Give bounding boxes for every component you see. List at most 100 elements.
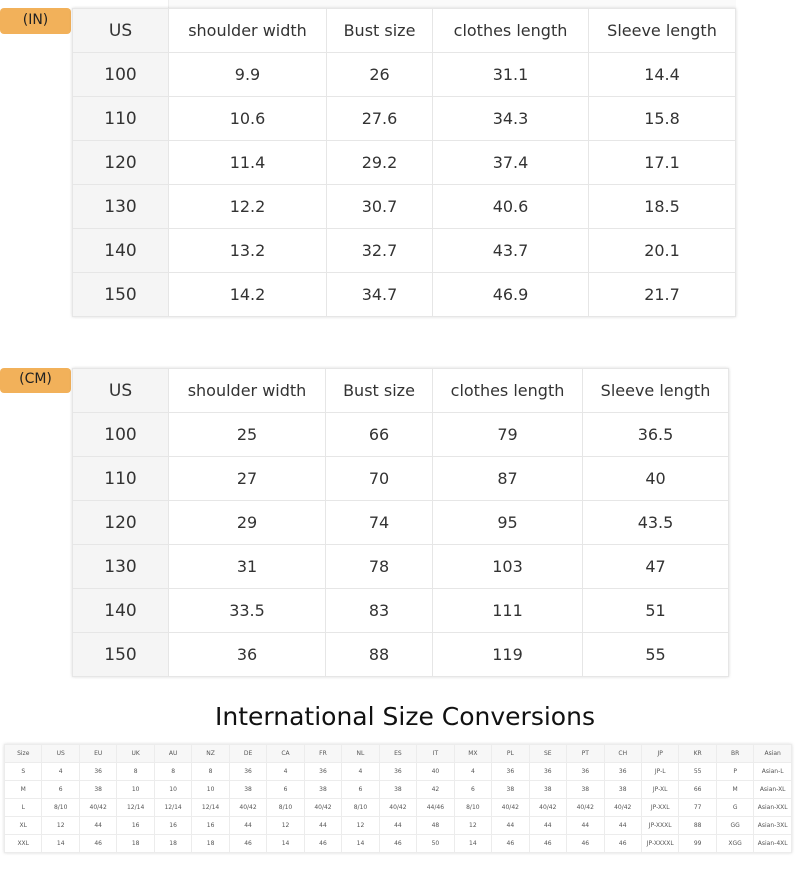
table-cell: 4 [453,762,493,781]
column-header: IT [416,744,455,763]
international-size-table: Size US EU UK AU NZ DE CA FR NL ES IT MX PL SE PT CH JP KR… [3,744,792,853]
column-header: PL [491,744,530,763]
table-cell: 36 [566,762,605,781]
table-cell: 6 [266,780,305,799]
table-cell: 8/10 [341,798,380,817]
table-cell: 40/42 [603,798,642,817]
table-row: 150 36 88 119 55 [72,632,729,677]
table-cell: Asian-XXL [753,798,792,817]
table-cell: 103 [432,544,583,589]
table-cell: 25 [168,412,326,457]
table-cell: 14.2 [168,272,327,317]
conversion-title: International Size Conversions [215,702,595,731]
table-cell: Asian-4XL [753,834,792,853]
table-cell: 77 [678,798,717,817]
table-row: 120 29 74 95 43.5 [72,500,729,545]
table-cell: 17.1 [588,140,736,185]
table-cell: 10.6 [168,96,327,141]
table-cell: 14 [266,834,305,853]
table-header-row: Size US EU UK AU NZ DE CA FR NL ES IT MX PL SE PT CH JP KR… [3,744,792,763]
table-cell: 66 [678,780,717,799]
table-cell: 110 [72,96,169,141]
table-cell: 6 [453,780,493,799]
table-cell: JP-XXXL [640,816,680,835]
table-cell: 44 [303,816,343,835]
table-cell: 150 [72,632,169,677]
table-cell: 36 [603,762,642,781]
unit-badge-cm: (CM) [0,368,71,393]
table-row: 100 9.9 26 31.1 14.4 [72,52,736,97]
table-cell: 38 [228,780,268,799]
table-cell: 78 [325,544,433,589]
table-cell: 8 [153,762,193,781]
column-header: shoulder width [168,8,327,53]
cropped-table-edge [168,0,736,8]
table-cell: 36 [491,762,530,781]
table-cell: 66 [325,412,433,457]
column-header: SE [528,744,568,763]
table-row: XL 12 44 16 16 16 44 12 44 12 44 48 12 44 44 44 44 JP-XXX… [3,816,792,835]
table-cell: JP-L [640,762,680,781]
table-cell: 20.1 [588,228,736,273]
column-header: DE [228,744,268,763]
table-cell: GG [715,816,755,835]
table-cell: 8 [191,762,230,781]
table-cell: 44 [78,816,118,835]
table-cell: 42 [416,780,455,799]
table-cell: 12/14 [191,798,230,817]
table-cell: 4 [41,762,80,781]
table-cell: 38 [378,780,418,799]
table-cell: 46 [491,834,530,853]
table-cell: 43.7 [432,228,589,273]
table-cell: 30.7 [326,184,433,229]
table-cell: 150 [72,272,169,317]
table-cell: 40/42 [491,798,530,817]
table-row: L 8/10 40/42 12/14 12/14 12/14 40/42 8/10 40/42 8… [3,798,792,817]
table-cell: 12 [341,816,380,835]
table-header-row: US shoulder width Bust size clothes length S… [72,368,729,413]
table-cell: 99 [678,834,717,853]
table-cell: 44 [491,816,530,835]
table-cell: 18.5 [588,184,736,229]
column-header: JP [640,744,680,763]
table-cell: 34.7 [326,272,433,317]
table-cell: 10 [153,780,193,799]
table-cell: M [3,780,43,799]
column-header: PT [566,744,605,763]
table-cell: 46 [228,834,268,853]
table-cell: M [715,780,755,799]
table-cell: 12 [41,816,80,835]
table-cell: 140 [72,588,169,633]
table-cell: 40 [416,762,455,781]
table-cell: 18 [116,834,155,853]
table-cell: 16 [191,816,230,835]
column-header: Sleeve length [582,368,729,413]
table-cell: 40/42 [566,798,605,817]
table-cell: 46 [378,834,418,853]
column-header: NZ [191,744,230,763]
table-row: 120 11.4 29.2 37.4 17.1 [72,140,736,185]
column-header: shoulder width [168,368,326,413]
table-cell: 21.7 [588,272,736,317]
table-cell: 38 [566,780,605,799]
table-cell: 95 [432,500,583,545]
table-cell: XGG [715,834,755,853]
table-cell: 33.5 [168,588,326,633]
table-cell: 55 [582,632,729,677]
table-cell: 47 [582,544,729,589]
table-header-row: US shoulder width Bust size clothes length S… [72,8,736,53]
table-cell: 11.4 [168,140,327,185]
table-cell: 40.6 [432,184,589,229]
column-header: AU [153,744,193,763]
table-cell: 40/42 [528,798,568,817]
table-cell: 10 [116,780,155,799]
table-cell: JP-XXL [640,798,680,817]
table-cell: 88 [325,632,433,677]
table-cell: 36 [378,762,418,781]
table-cell: 119 [432,632,583,677]
table-cell: 40/42 [303,798,343,817]
table-cell: 4 [341,762,380,781]
table-cell: 46 [78,834,118,853]
table-cell: 29.2 [326,140,433,185]
column-header: CH [603,744,642,763]
